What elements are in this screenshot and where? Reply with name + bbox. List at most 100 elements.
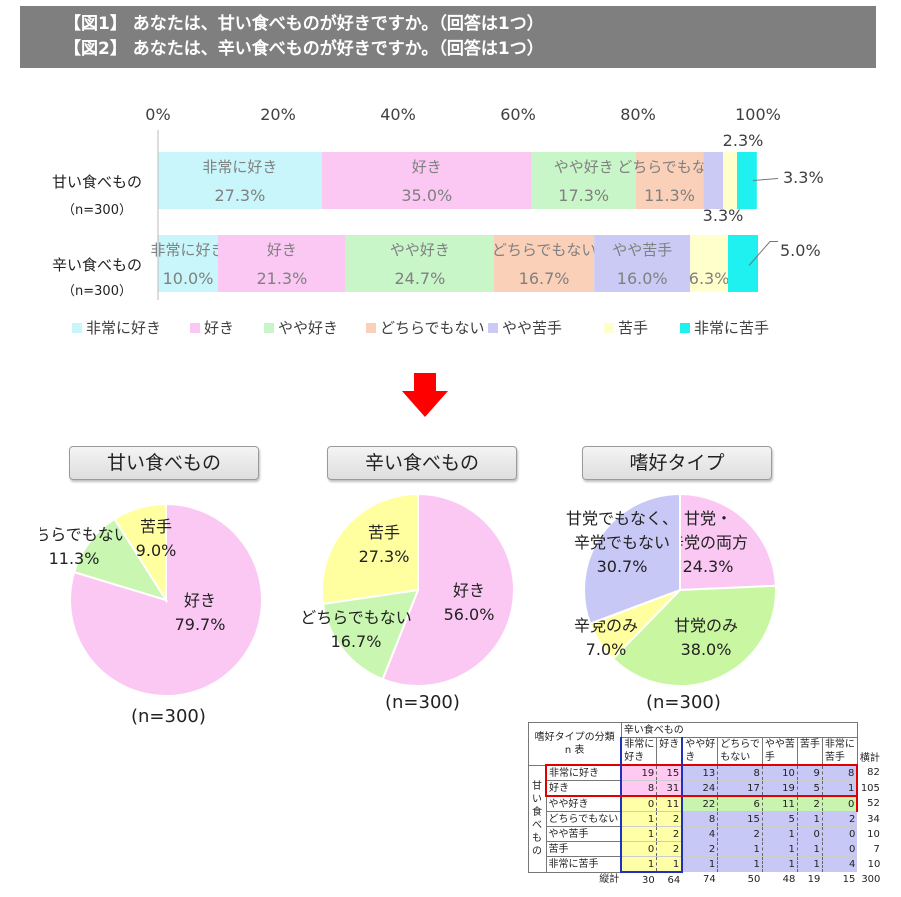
bar-value-label: 35.0% [401,186,452,205]
table-col-total: 30 [641,874,655,886]
bar-series-label: どちらでもない [492,241,597,259]
pie-slice-label: 好き [184,591,216,610]
table-cell: 22 [681,795,718,812]
table-corner-title: 嗜好タイプの分類 [534,731,615,743]
pie-n-spicy: (n=300) [385,692,460,713]
bar-series-label: 非常に好き [202,158,277,176]
x-tick-label: 0% [145,105,170,124]
category-n-label: （n=300） [62,203,132,218]
pie-value-label: 79.7% [175,615,226,634]
pie-value-label: 11.3% [49,549,100,568]
table-cell: 1 [620,811,657,827]
table-row-label: どちらでもない [545,811,622,827]
bar-segment [321,152,532,209]
bar-value-label: 3.3% [783,168,824,187]
table-col-total: 15 [842,874,856,885]
table-cell: 1 [761,826,798,842]
bar-series-label: 好き [412,158,442,176]
table-cell: 1 [761,841,798,857]
table-cell: 1 [796,856,823,872]
table-column-header: どちらで もない [717,737,763,766]
bar-value-label: 3.3% [703,206,744,225]
pie-slice-label: どちらでもない [300,608,412,627]
table-row-label: 非常に好き [544,764,622,781]
table-cell: 15 [656,764,684,781]
table-col-total: 19 [807,874,821,885]
table-col-total: 50 [747,874,761,885]
table-cell: 8 [681,811,718,827]
legend-swatch [604,323,614,333]
table-row-label: 苦手 [545,841,622,857]
legend-swatch [264,323,274,333]
page-header: 【図1】 あなたは、甘い食べものが好きですか。（回答は1つ） 【図2】 あなたは… [20,6,876,68]
table-row-label: 好き [544,780,622,797]
bar-value-label: 5.0% [780,241,821,260]
table-col-total-label: 縦計 [599,874,620,886]
table-cell: 2 [821,811,858,827]
table-cell: 1 [821,780,859,797]
table-cell: 9 [796,764,823,781]
pie-n-sweet: (n=300) [131,706,206,727]
pie-value-label: 7.0% [586,640,627,659]
table-column-header: やや苦手 [761,737,798,766]
table-cell: 0 [620,795,657,812]
x-tick-label: 40% [380,105,416,124]
legend-swatch [72,323,82,333]
legend-label: やや苦手 [502,319,562,337]
table-cell: 1 [796,841,823,857]
table-cell: 0 [821,795,859,812]
table-row-total: 52 [867,798,880,810]
header-line-1: 【図1】 あなたは、甘い食べものが好きですか。（回答は1つ） [64,14,544,34]
bar-segment [635,152,704,209]
header-line-2: 【図2】 あなたは、辛い食べものが好きですか。（回答は1つ） [64,39,544,59]
table-row-total: 82 [867,767,880,779]
pie-slice [72,517,169,602]
pie-slice-label: 苦手 [140,517,172,536]
pie-n-type: (n=300) [646,692,721,713]
pie-value-label: 16.7% [331,632,382,651]
bar-segment [345,235,494,292]
bar-segment [531,152,636,209]
stacked-bar-chart: 0% 20% 40% 60% 80% 100% 甘い食べもの （n=300） 辛い食べもの （n=… [52,105,824,337]
pie-slice-label: 辛党のみ [574,616,638,635]
bar-series-label: 非常に好き [150,241,225,259]
legend-label: 非常に苦手 [694,319,769,337]
table-cell: 1 [656,856,684,873]
table-cell: 1 [717,841,763,857]
bar-value-label: 24.7% [394,269,445,288]
legend-swatch [680,323,690,333]
legend-label: 非常に好き [86,319,161,337]
bar-value-label: 21.3% [256,269,307,288]
pie-value-label: 9.0% [136,541,177,560]
bar-series-label: やや好き [554,158,614,176]
pie-slice [113,502,167,604]
table-row-group-header: 甘い食べもの [528,764,547,873]
category-label: 辛い食べもの [52,256,142,274]
bar-value-label: 11.3% [644,186,695,205]
bar-value-label: 6.3% [689,269,730,288]
pie-chart-spicy: 好き 56.0% どちらでもない 16.7% 苦手 27.3% [300,492,515,687]
pie-chart-type: 甘党・辛党の両方 24.3% 甘党のみ 38.0% 辛党のみ 7.0% 甘党でもなく、辛党で… [566,492,777,687]
table-blank-cell [529,872,547,887]
pie-slice-label: 甘党のみ [674,616,738,635]
bar-series-label: どちらでもない [617,158,722,176]
pie-slice [611,584,777,687]
legend-swatch [366,323,376,333]
table-row-total-header: 横計 [859,753,880,764]
category-n-label: （n=300） [62,284,132,299]
table-cell: 5 [761,811,798,827]
table-cell: 2 [656,811,684,827]
table-cell: 8 [717,764,763,781]
table-cell: 4 [821,856,858,872]
table-row-total: 7 [873,843,880,855]
table-cell: 10 [761,764,798,781]
table-col-total: 64 [667,874,681,886]
pie-value-label: 56.0% [444,605,495,624]
table-cell: 1 [620,826,657,842]
table-column-group-header: 辛い食べもの [620,722,858,738]
table-row-total: 10 [867,858,881,870]
table-blank-cell [857,723,882,738]
bar-value-label: 27.3% [214,186,265,205]
bar-segment [703,152,724,209]
bar-value-label: 10.0% [163,269,214,288]
